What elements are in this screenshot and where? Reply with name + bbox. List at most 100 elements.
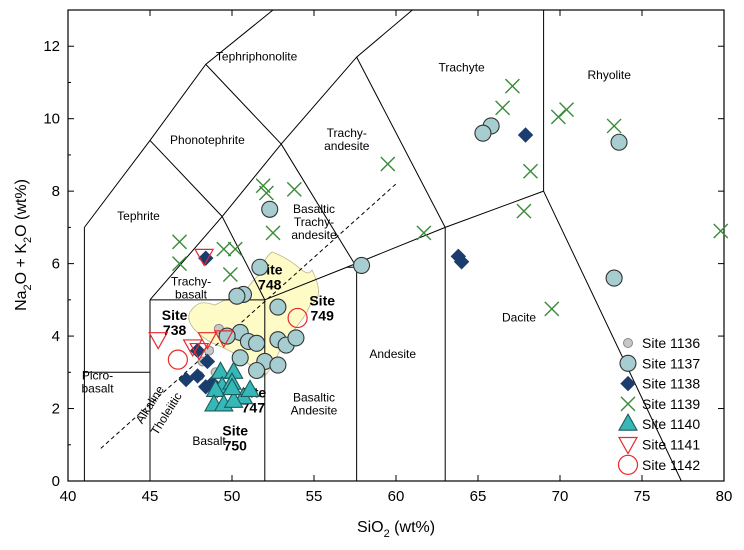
legend-marker-site-1142 (617, 454, 639, 475)
legend-label-site-1140: Site 1140 (642, 416, 700, 432)
point-site-1137 (287, 329, 305, 347)
y-axis: 0 2 4 6 8 10 12 (43, 38, 724, 490)
y-tick-label: 6 (52, 256, 60, 273)
point-site-1137 (261, 200, 279, 218)
legend: Site 1136 Site 1137 Site 1138 Site 1139 Site… (617, 335, 700, 475)
point-site-1139 (544, 301, 560, 317)
field-boundary-2 (149, 140, 223, 217)
site-label: Site 749 (309, 292, 335, 323)
point-site-1137 (353, 256, 371, 274)
field-label: Phonotephrite (170, 133, 245, 147)
x-tick-label: 70 (552, 488, 569, 505)
point-site-1137 (218, 327, 236, 345)
y-tick-label: 12 (43, 38, 60, 55)
field-boundary-16 (543, 190, 682, 481)
point-site-1140 (223, 390, 244, 408)
legend-marker-site-1136 (623, 338, 633, 348)
field-label: Rhyolite (588, 68, 632, 82)
legend-label-site-1137: Site 1137 (642, 355, 700, 371)
point-site-1141 (197, 332, 218, 350)
x-axis: 40 45 50 55 60 65 70 75 80 (60, 10, 733, 505)
legend-marker-site-1141 (617, 436, 639, 455)
point-site-1140 (205, 379, 226, 397)
legend-marker-site-1140 (618, 413, 638, 431)
divider-line (100, 183, 397, 449)
field-boundary-10 (280, 143, 358, 268)
point-site-1137 (228, 287, 246, 305)
site-label: Site 738 (162, 307, 188, 338)
point-site-1139 (172, 234, 188, 250)
point-site-1139 (172, 256, 188, 272)
point-site-1139 (222, 266, 238, 282)
point-site-1139 (504, 78, 520, 94)
field-label: Trachy-basalt (171, 274, 211, 301)
point-site-1139 (416, 225, 432, 241)
legend-label-site-1139: Site 1139 (642, 396, 700, 412)
y-tick-label: 2 (52, 401, 60, 418)
x-tick-label: 40 (60, 488, 77, 505)
point-site-1137 (251, 258, 269, 276)
field-label: Basaltic Andesite (291, 390, 338, 417)
point-site-1141 (148, 332, 169, 350)
legend-label-site-1136: Site 1136 (642, 335, 700, 351)
legend-label-site-1138: Site 1138 (642, 376, 700, 392)
x-axis-label: SiO2 (wt%) (357, 519, 435, 540)
field-boundary-1 (84, 10, 274, 228)
y-axis-label: Na2O + K2O (wt%) (13, 179, 34, 311)
y-tick-label: 8 (52, 183, 60, 200)
point-site-1139 (216, 241, 232, 257)
field-label: Tephriphonolite (216, 50, 298, 64)
point-site-1138 (453, 254, 470, 270)
field-label: Andesite (369, 347, 416, 361)
field-label: Dacite (502, 311, 536, 325)
point-site-1140 (222, 377, 242, 396)
point-site-1139 (255, 178, 271, 194)
point-site-1137 (269, 356, 287, 374)
x-tick-label: 65 (470, 488, 487, 505)
field-label: Tephrite (117, 209, 160, 223)
point-site-1138 (178, 371, 194, 388)
y-tick-label: 4 (52, 328, 60, 345)
legend-marker-site-1138 (620, 375, 636, 392)
point-site-1142 (167, 349, 188, 370)
point-site-1137 (474, 124, 492, 142)
x-tick-label: 55 (306, 488, 323, 505)
point-site-1142 (287, 307, 308, 329)
legend-marker-site-1139 (620, 396, 636, 412)
point-site-1141 (189, 342, 210, 361)
data-points (148, 78, 729, 412)
point-site-1139 (559, 102, 575, 118)
point-site-1141 (213, 330, 234, 349)
point-site-1139 (258, 185, 274, 201)
point-site-1137 (605, 269, 623, 287)
point-site-1138 (199, 353, 216, 370)
alkaline-tholeiitic-divider (100, 183, 397, 449)
point-site-1140 (210, 361, 231, 379)
field-boundary-9 (221, 216, 266, 301)
field-boundary-13 (356, 56, 446, 228)
legend-marker-site-1137 (619, 354, 637, 372)
x-tick-label: 50 (224, 488, 241, 505)
field-label: Trachyte (438, 61, 485, 75)
x-tick-label: 45 (142, 488, 159, 505)
point-site-1139 (522, 163, 538, 179)
field-label: Trachy-andesite (324, 126, 370, 153)
x-tick-label: 75 (634, 488, 651, 505)
field-boundary-3 (205, 10, 413, 145)
site-label: Site 750 (222, 423, 248, 454)
point-site-1139 (286, 181, 302, 197)
field-label: Picro-basalt (82, 369, 115, 396)
x-tick-label: 80 (716, 488, 733, 505)
point-site-1141 (182, 339, 203, 358)
point-site-1141 (194, 248, 215, 267)
point-site-1139 (495, 100, 511, 116)
field-label: Basalt (192, 434, 226, 448)
legend-label-site-1142: Site 1142 (642, 457, 700, 473)
field-labels: Tephriphonolite Trachyte Rhyolite Phonoteph… (82, 50, 632, 448)
point-site-1139 (606, 118, 622, 134)
field-label: Basaltic Trachy-andesite (291, 202, 337, 242)
point-site-1139 (713, 223, 729, 239)
y-tick-label: 10 (43, 111, 60, 128)
